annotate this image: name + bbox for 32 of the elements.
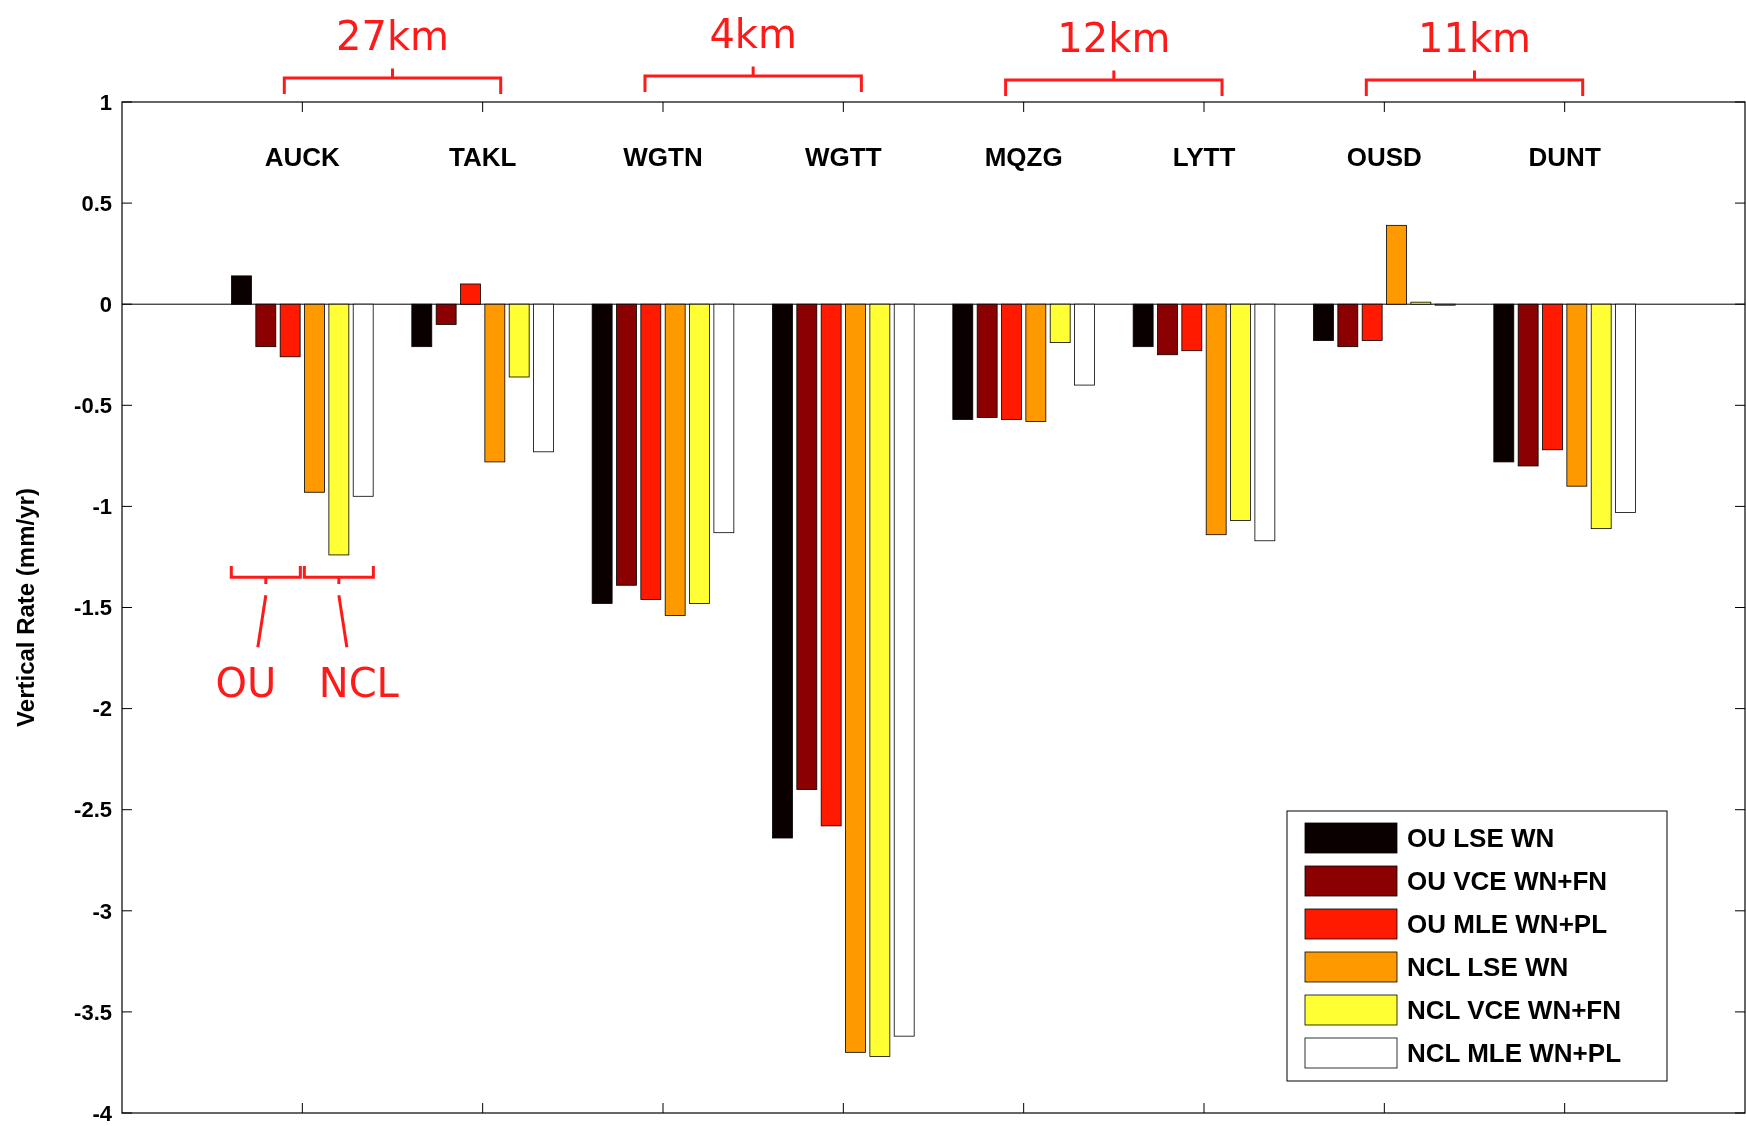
x-tick-label: WGTN (623, 142, 703, 172)
y-tick-label: 0.5 (81, 190, 112, 216)
y-tick-label: -2 (92, 696, 112, 722)
legend-label: NCL VCE WN+FN (1407, 995, 1622, 1026)
y-tick-label: -1.5 (74, 595, 112, 621)
x-tick-label: DUNT (1528, 142, 1601, 172)
y-axis-title: Vertical Rate (mm/yr) (12, 488, 39, 727)
text: 11km (1417, 15, 1532, 61)
y-tick-label: -3 (92, 898, 112, 924)
x-tick-label: AUCK (264, 142, 341, 172)
x-tick-label: OUSD (1346, 142, 1422, 172)
x-tick-label: LYTT (1172, 142, 1236, 172)
y-tick-label: -3.5 (74, 999, 112, 1025)
legend-label: OU MLE WN+PL (1407, 909, 1608, 940)
x-tick-label: MQZG (984, 142, 1063, 172)
legend-label: NCL MLE WN+PL (1407, 1038, 1622, 1069)
legend-label: NCL LSE WN (1407, 952, 1569, 983)
y-tick-label: -1 (92, 494, 112, 520)
y-tick-label: 0 (99, 291, 112, 317)
legend-label: OU LSE WN (1407, 823, 1555, 854)
y-tick-label: 1 (99, 89, 112, 115)
legend-label: OU VCE WN+FN (1407, 866, 1608, 897)
text: 27km (335, 13, 450, 59)
x-tick-label: TAKL (448, 142, 517, 172)
annotation: NCL (318, 660, 400, 707)
text: 12km (1057, 15, 1171, 61)
x-tick-label: WGTT (805, 142, 882, 172)
y-tick-label: -2.5 (74, 797, 112, 823)
y-tick-label: -0.5 (74, 393, 112, 418)
text: 4km (709, 11, 797, 57)
annotation: OU (215, 660, 277, 707)
y-tick-label: -4 (92, 1100, 113, 1126)
